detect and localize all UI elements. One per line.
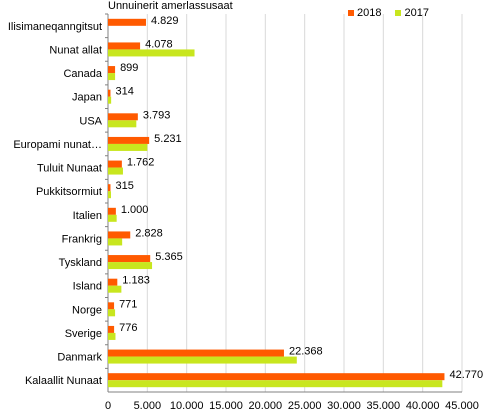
category-label: Canada: [63, 68, 102, 80]
data-label-2018: 1.000: [121, 204, 149, 216]
unit-label: Unnuinerit amerlassusaat: [108, 0, 233, 12]
bar-2018: [108, 89, 111, 97]
category-label: Tuluit Nunaat: [37, 163, 102, 175]
x-tick-label: 40.000: [406, 400, 440, 412]
category-label: Japan: [72, 92, 102, 104]
bar-2018: [108, 255, 151, 263]
x-tick-label: 0: [105, 400, 111, 412]
category-label: Europami nunat…: [13, 139, 102, 151]
bar-2018: [108, 18, 146, 26]
data-label-2018: 3.793: [143, 109, 171, 121]
data-label-2018: 899: [120, 62, 138, 74]
category-label: Tyskland: [59, 257, 102, 269]
bar-2017: [108, 49, 195, 57]
bar-2017: [108, 73, 116, 81]
bar-2017: [108, 143, 148, 151]
category-label: USA: [79, 115, 102, 127]
category-label: Pukkitsormiut: [36, 186, 102, 198]
bar-2018: [108, 373, 445, 381]
x-tick-label: 30.000: [327, 400, 361, 412]
bar-2017: [108, 262, 153, 270]
bar-2017: [108, 309, 116, 317]
data-label-2018: 5.231: [154, 133, 182, 145]
data-label-2018: 315: [115, 180, 133, 192]
bar-2018: [108, 325, 115, 333]
x-tick-label: 5.000: [134, 400, 162, 412]
bar-2017: [108, 167, 123, 175]
bar-2018: [108, 184, 111, 192]
data-label-2018: 4.078: [145, 38, 173, 50]
category-label: Danmark: [57, 352, 102, 364]
category-label: Kalaallit Nunaat: [25, 375, 102, 387]
bar-2017: [108, 191, 111, 199]
bar-2017: [108, 238, 123, 246]
legend-item-2018: 2018: [348, 7, 381, 19]
data-label-2018: 1.183: [122, 275, 150, 287]
bar-2018: [108, 302, 115, 310]
bar-2017: [108, 120, 137, 128]
legend-swatch-2018: [348, 10, 354, 16]
category-label: Norge: [72, 304, 102, 316]
bar-2017: [108, 356, 297, 364]
bar-2017: [108, 214, 117, 222]
data-label-2018: 42.770: [449, 369, 483, 381]
bar-2018: [108, 113, 138, 121]
bar-2017: [108, 380, 443, 388]
bar-2018: [108, 278, 118, 286]
data-label-2018: 5.365: [155, 251, 183, 263]
category-label: Island: [73, 281, 102, 293]
data-label-2018: 314: [115, 86, 133, 98]
x-tick-label: 20.000: [249, 400, 283, 412]
category-label: Sverige: [65, 328, 102, 340]
bar-2018: [108, 207, 116, 215]
legend-swatch-2017: [395, 10, 402, 16]
data-label-2018: 4.829: [151, 15, 179, 27]
data-label-2018: 771: [119, 298, 137, 310]
legend-label-2018: 2018: [357, 7, 382, 19]
x-tick-label: 15.000: [209, 400, 243, 412]
bar-2017: [108, 96, 112, 104]
category-label: Nunat allat: [49, 44, 102, 56]
x-tick-label: 10.000: [170, 400, 204, 412]
data-label-2018: 22.368: [289, 346, 323, 358]
x-tick-label: 45.000: [445, 400, 479, 412]
bar-2017: [108, 285, 122, 293]
bar-2018: [108, 231, 131, 239]
data-label-2018: 776: [119, 322, 137, 334]
bar-2017: [108, 332, 116, 340]
bar-2018: [108, 42, 141, 50]
bar-2018: [108, 136, 150, 144]
category-label: Ilisimaneqanngitsut: [8, 21, 102, 33]
category-label: Frankrig: [62, 233, 102, 245]
data-label-2018: 1.762: [127, 157, 155, 169]
bar-2018: [108, 66, 116, 74]
x-tick-label: 25.000: [288, 400, 322, 412]
category-label: Italien: [73, 210, 102, 222]
data-label-2018: 2.828: [135, 227, 163, 239]
bar-2018: [108, 349, 284, 357]
x-tick-label: 35.000: [367, 400, 401, 412]
bar-2018: [108, 160, 122, 168]
